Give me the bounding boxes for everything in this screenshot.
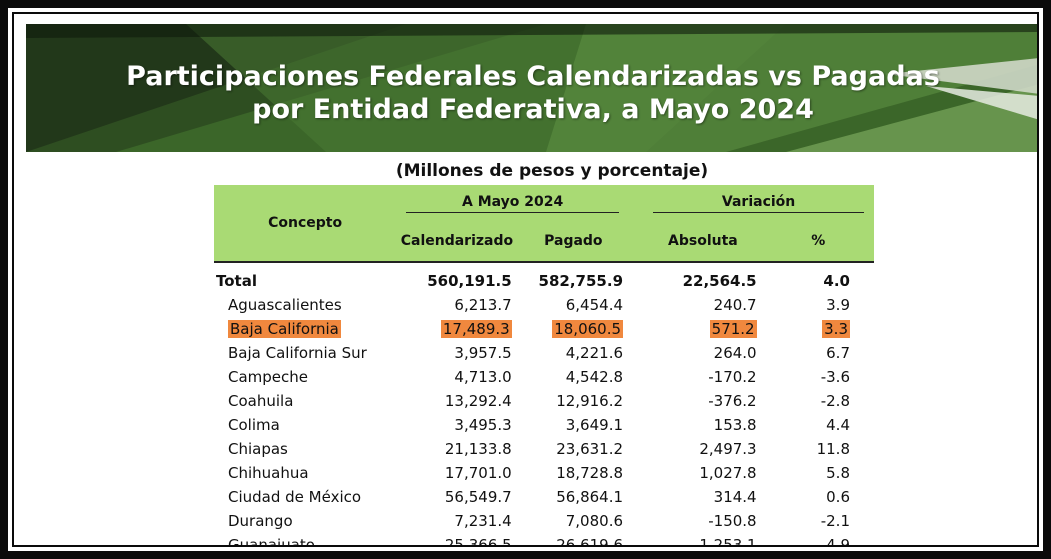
cell-absoluta: 2,497.3 — [699, 440, 757, 458]
cell-calendarizado: 25,366.5 — [444, 536, 512, 547]
cell-pct: -2.1 — [820, 512, 850, 530]
cell-calendarizado: 560,191.5 — [396, 261, 518, 293]
cell-pagado: 18,728.8 — [556, 464, 624, 482]
cell-absoluta: -376.2 — [708, 392, 757, 410]
table-row: Coahuila 13,292.4 12,916.2 -376.2 -2.8 — [214, 389, 874, 413]
cell-pagado: 4,542.8 — [565, 368, 624, 386]
cell-pct: 5.8 — [826, 464, 850, 482]
banner-title-line-2: por Entidad Federativa, a Mayo 2024 — [252, 94, 814, 125]
cell-pct: -3.6 — [820, 368, 850, 386]
highlight-pct: 3.3 — [822, 320, 850, 338]
table-row: Campeche 4,713.0 4,542.8 -170.2 -3.6 — [214, 365, 874, 389]
header-group-a-mayo-label: A Mayo 2024 — [406, 194, 620, 213]
cell-name: Durango — [228, 512, 293, 530]
cell-absoluta: 264.0 — [713, 344, 757, 362]
header-group-variacion: Variación — [643, 185, 874, 221]
cell-pct: -2.8 — [820, 392, 850, 410]
table-row-highlighted: Baja California 17,489.3 18,060.5 571.2 … — [214, 317, 874, 341]
cell-pagado: 18,060.5 — [518, 317, 629, 341]
cell-pct: 4.4 — [826, 416, 850, 434]
header-concepto: Concepto — [214, 185, 397, 262]
cell-absoluta: 314.4 — [713, 488, 757, 506]
slide-inner-frame: Participaciones Federales Calendarizadas… — [12, 12, 1039, 547]
highlight-absoluta: 571.2 — [709, 320, 757, 338]
cell-name: Aguascalientes — [228, 296, 342, 314]
cell-pagado: 26,619.6 — [556, 536, 624, 547]
table-row: Baja California Sur 3,957.5 4,221.6 264.… — [214, 341, 874, 365]
cell-calendarizado: 56,549.7 — [444, 488, 512, 506]
cell-pagado: 582,755.9 — [517, 261, 630, 293]
cell-absoluta: 22,564.5 — [643, 261, 763, 293]
participaciones-table: Concepto A Mayo 2024 Variación Calendari… — [214, 185, 874, 547]
cell-pagado: 6,454.4 — [565, 296, 624, 314]
cell-pagado: 7,080.6 — [565, 512, 624, 530]
cell-absoluta: 571.2 — [643, 317, 762, 341]
cell-name: Colima — [228, 416, 280, 434]
cell-pct: 0.6 — [826, 488, 850, 506]
header-group-variacion-label: Variación — [653, 194, 864, 213]
cell-absoluta: 153.8 — [713, 416, 757, 434]
header-absoluta: Absoluta — [643, 221, 763, 262]
cell-absoluta: 240.7 — [713, 296, 757, 314]
cell-pct: 11.8 — [816, 440, 850, 458]
cell-absoluta: -170.2 — [708, 368, 757, 386]
table-row: Chiapas 21,133.8 23,631.2 2,497.3 11.8 — [214, 437, 874, 461]
cell-calendarizado: 17,489.3 — [396, 317, 517, 341]
cell-name: Ciudad de México — [228, 488, 362, 506]
cell-pagado: 4,221.6 — [565, 344, 624, 362]
cell-calendarizado: 3,495.3 — [454, 416, 512, 434]
table-row: Chihuahua 17,701.0 18,728.8 1,027.8 5.8 — [214, 461, 874, 485]
banner-background-graphic — [26, 24, 1037, 152]
cell-calendarizado: 4,713.0 — [454, 368, 512, 386]
cell-pct: 4.0 — [762, 261, 874, 293]
table-row: Guanajuato 25,366.5 26,619.6 1,253.1 4.9 — [214, 533, 874, 547]
cell-calendarizado: 13,292.4 — [444, 392, 512, 410]
cell-name: Baja California — [214, 317, 396, 341]
cell-name: Total — [214, 261, 397, 293]
cell-calendarizado: 7,231.4 — [454, 512, 512, 530]
header-gap-sub — [629, 221, 644, 262]
highlight-name: Baja California — [228, 320, 341, 338]
highlight-pagado: 18,060.5 — [552, 320, 624, 338]
cell-absoluta: 1,253.1 — [699, 536, 757, 547]
cell-calendarizado: 6,213.7 — [454, 296, 512, 314]
cell-absoluta: -150.8 — [708, 512, 757, 530]
cell-name: Coahuila — [228, 392, 294, 410]
cell-calendarizado: 3,957.5 — [454, 344, 512, 362]
cell-calendarizado: 17,701.0 — [444, 464, 512, 482]
cell-name: Chiapas — [228, 440, 288, 458]
cell-pagado: 3,649.1 — [565, 416, 624, 434]
header-pagado: Pagado — [517, 221, 630, 262]
title-banner: Participaciones Federales Calendarizadas… — [26, 24, 1037, 152]
table-row: Ciudad de México 56,549.7 56,864.1 314.4… — [214, 485, 874, 509]
cell-name: Chihuahua — [228, 464, 309, 482]
header-pct: % — [762, 221, 874, 262]
header-group-a-mayo: A Mayo 2024 — [396, 185, 630, 221]
table-row-total: Total 560,191.5 582,755.9 22,564.5 4.0 — [214, 261, 874, 293]
table-row: Durango 7,231.4 7,080.6 -150.8 -2.1 — [214, 509, 874, 533]
cell-pct: 6.7 — [826, 344, 850, 362]
cell-pct: 3.3 — [763, 317, 874, 341]
cell-name: Campeche — [228, 368, 309, 386]
cell-pagado: 12,916.2 — [556, 392, 624, 410]
table-row: Colima 3,495.3 3,649.1 153.8 4.4 — [214, 413, 874, 437]
banner-title-line-1: Participaciones Federales Calendarizadas… — [126, 61, 940, 92]
cell-pagado: 23,631.2 — [556, 440, 624, 458]
cell-pct: 4.9 — [826, 536, 850, 547]
table-row: Aguascalientes 6,213.7 6,454.4 240.7 3.9 — [214, 293, 874, 317]
highlight-calendarizado: 17,489.3 — [440, 320, 512, 338]
cell-absoluta: 1,027.8 — [699, 464, 757, 482]
header-calendarizado: Calendarizado — [396, 221, 518, 262]
header-gap — [629, 185, 644, 221]
cell-pct: 3.9 — [826, 296, 850, 314]
cell-calendarizado: 21,133.8 — [444, 440, 512, 458]
banner-title: Participaciones Federales Calendarizadas… — [26, 60, 1037, 126]
table-subtitle: (Millones de pesos y porcentaje) — [395, 161, 709, 181]
cell-pagado: 56,864.1 — [556, 488, 624, 506]
cell-name: Baja California Sur — [228, 344, 367, 362]
cell-name: Guanajuato — [228, 536, 315, 547]
